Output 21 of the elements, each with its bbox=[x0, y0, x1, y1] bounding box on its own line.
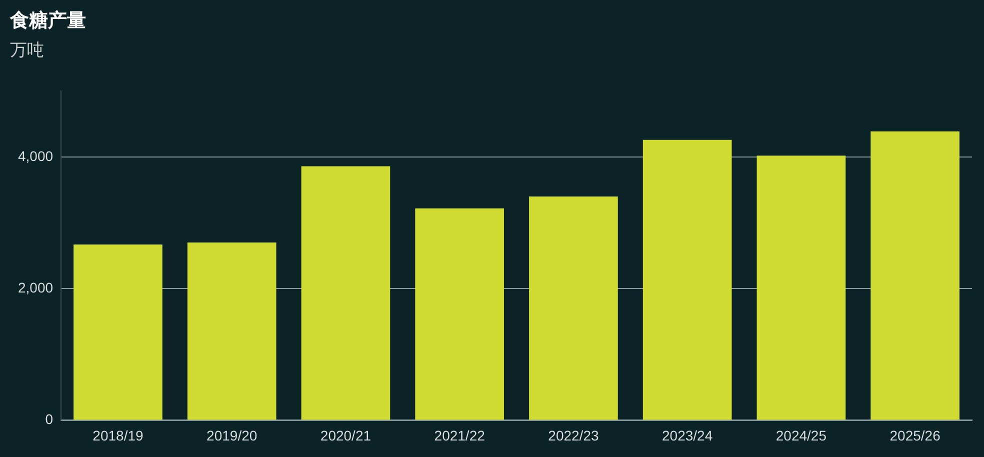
chart-subtitle: 万吨 bbox=[10, 40, 44, 60]
chart-title: 食糖产量 bbox=[9, 10, 86, 32]
x-tick-label: 2023/24 bbox=[662, 427, 713, 444]
x-tick-label: 2021/22 bbox=[434, 427, 486, 444]
bar bbox=[642, 140, 732, 420]
x-tick-label: 2025/26 bbox=[890, 427, 941, 444]
x-tick-label: 2022/23 bbox=[548, 427, 599, 444]
x-tick-label: 2018/19 bbox=[92, 427, 144, 444]
x-tick-label: 2020/21 bbox=[320, 427, 372, 444]
bar bbox=[415, 208, 504, 420]
x-tick-label: 2024/25 bbox=[776, 427, 827, 444]
y-tick-label: 0 bbox=[45, 411, 54, 428]
bar bbox=[301, 166, 390, 420]
bar bbox=[74, 244, 162, 420]
x-tick-label: 2019/20 bbox=[206, 427, 258, 444]
y-tick-label: 2,000 bbox=[18, 279, 54, 296]
bar bbox=[187, 242, 276, 420]
bar bbox=[870, 131, 960, 420]
bar bbox=[756, 156, 846, 420]
bar bbox=[529, 196, 618, 420]
y-tick-label: 4,000 bbox=[18, 148, 54, 164]
